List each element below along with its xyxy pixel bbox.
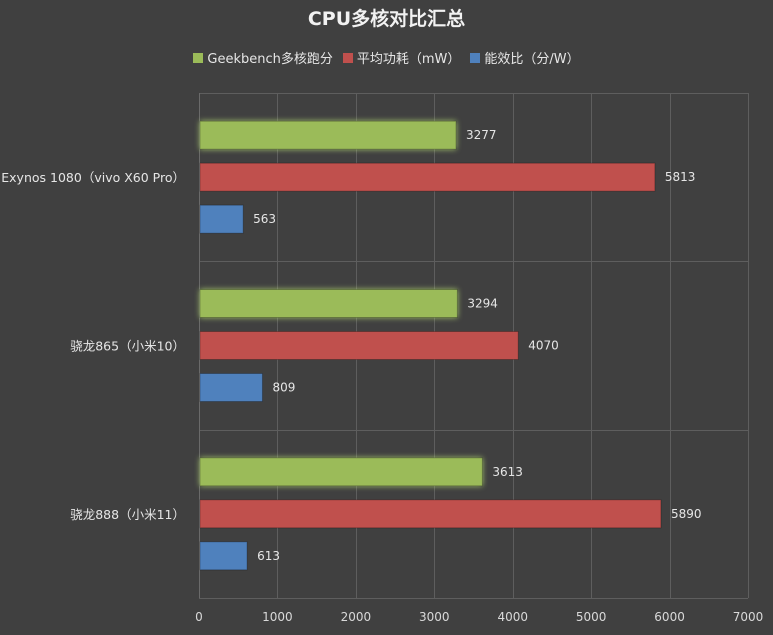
chart-legend: Geekbench多核跑分 平均功耗（mW） 能效比（分/W） [0, 48, 773, 67]
bar-2-1 [199, 499, 662, 529]
bar-0-1 [199, 162, 656, 192]
legend-label-power: 平均功耗（mW） [356, 52, 461, 67]
data-label-1-2: 809 [272, 381, 295, 395]
legend-swatch-power [342, 52, 353, 63]
legend-label-score: Geekbench多核跑分 [207, 52, 333, 67]
category-label-1: 骁龙865（小米10） [70, 339, 185, 354]
x-tick-label-6000: 6000 [654, 610, 685, 624]
bar-0-0 [199, 120, 457, 150]
bar-1-2 [199, 373, 263, 402]
x-tick-label-4000: 4000 [497, 610, 528, 624]
category-label-0: Exynos 1080（vivo X60 Pro） [1, 170, 185, 185]
data-label-0-1: 5813 [665, 170, 696, 184]
legend-swatch-efficiency [470, 52, 481, 63]
data-label-0-0: 3277 [466, 128, 497, 142]
x-tick-label-0: 0 [195, 610, 203, 624]
chart-title: CPU多核对比汇总 [307, 8, 466, 30]
category-label-2: 骁龙888（小米11） [70, 507, 185, 522]
legend-swatch-score [193, 52, 204, 63]
bar-0-2 [199, 204, 244, 234]
legend-item-score: Geekbench多核跑分 [193, 48, 333, 67]
x-tick-label-2000: 2000 [341, 610, 372, 624]
x-tick-label-5000: 5000 [576, 610, 607, 624]
x-tick-label-3000: 3000 [419, 610, 450, 624]
data-label-1-1: 4070 [528, 339, 559, 353]
legend-label-efficiency: 能效比（分/W） [484, 52, 580, 67]
data-label-1-0: 3294 [467, 297, 498, 311]
bar-2-0 [199, 457, 483, 487]
data-label-0-2: 563 [253, 212, 276, 226]
bar-1-0 [199, 289, 458, 318]
data-label-2-1: 5890 [671, 507, 702, 521]
data-label-2-2: 613 [257, 549, 280, 563]
bar-2-2 [199, 541, 248, 571]
x-tick-label-7000: 7000 [733, 610, 764, 624]
x-tick-label-1000: 1000 [262, 610, 293, 624]
legend-item-power: 平均功耗（mW） [342, 48, 461, 67]
legend-item-efficiency: 能效比（分/W） [470, 48, 580, 67]
data-label-2-0: 3613 [492, 465, 523, 479]
bar-1-1 [199, 331, 519, 360]
